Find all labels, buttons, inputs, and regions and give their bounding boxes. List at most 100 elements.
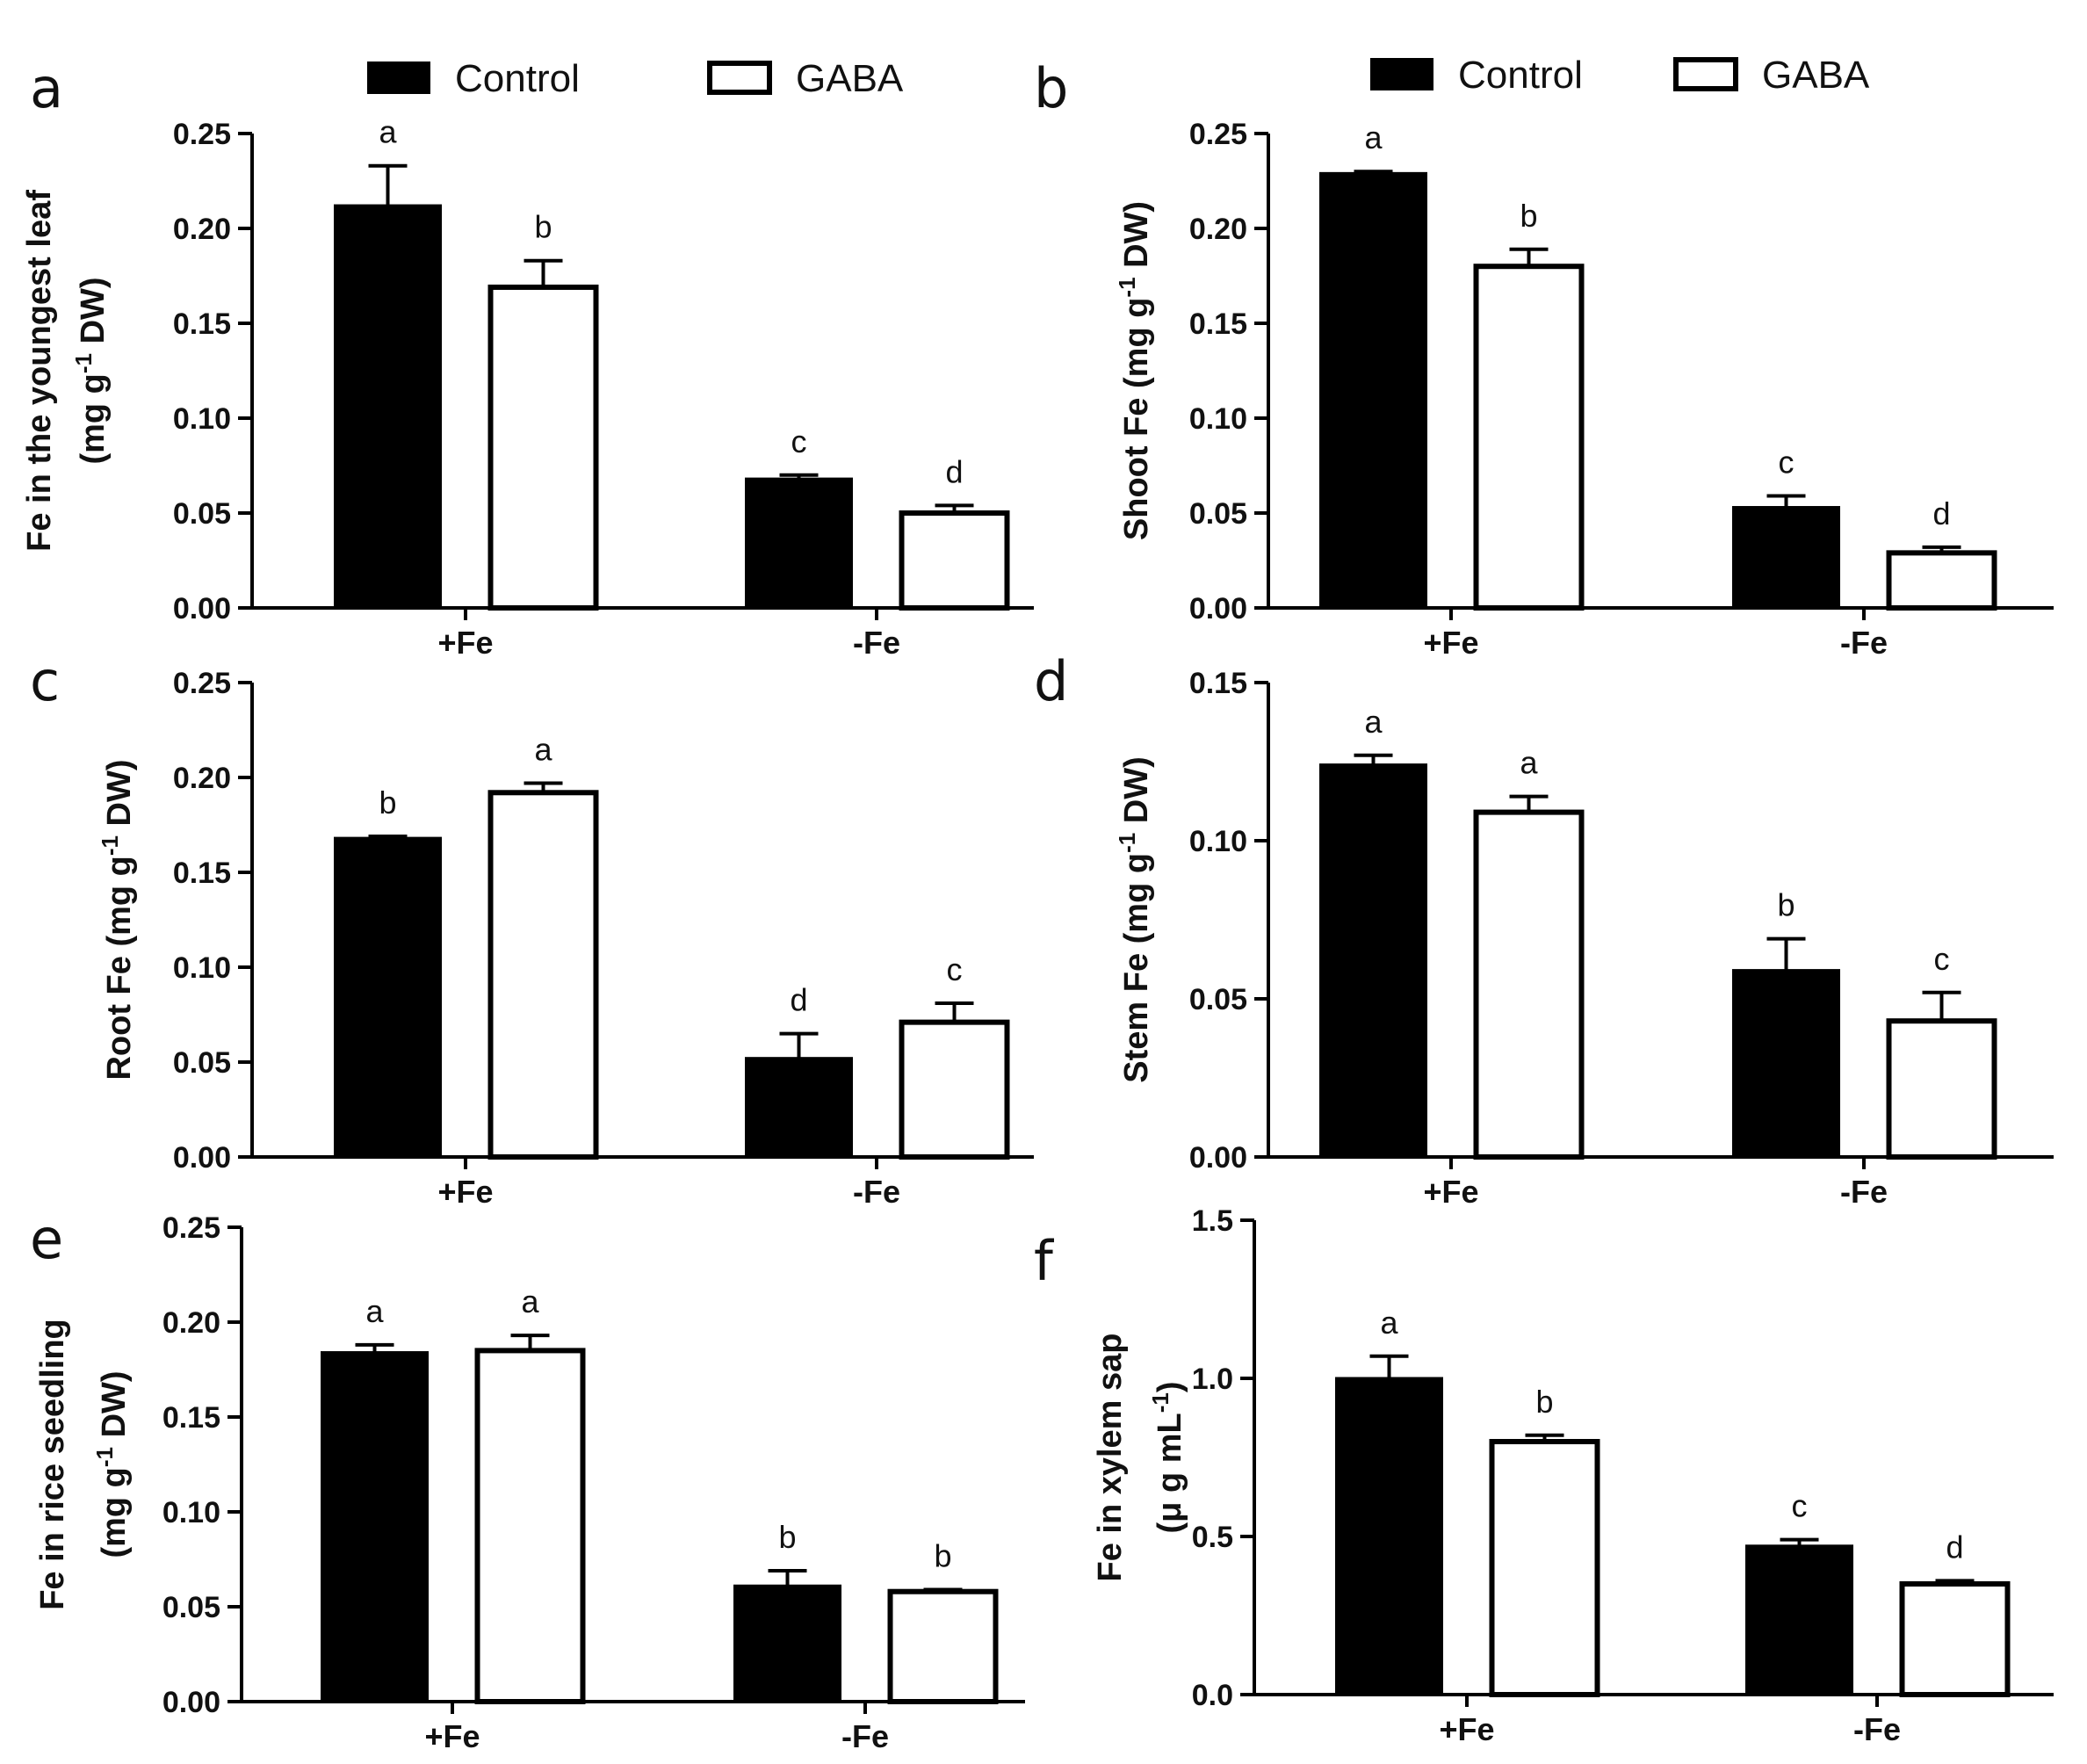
significance-letter: b [1535,1384,1553,1420]
y-tick-label: 0.05 [1189,497,1247,531]
bar-control [1732,506,1840,610]
y-tick-label: 0.05 [1189,983,1247,1016]
x-tick-label: +Fe [1423,1174,1478,1210]
y-tick-label: 0.15 [1189,307,1247,341]
bar-gaba [474,1348,586,1705]
significance-letter: c [947,951,963,987]
panel-label: d [1034,649,1068,713]
significance-letter: c [1792,1488,1808,1524]
significance-letter: a [379,114,397,150]
significance-letter: a [534,731,552,767]
y-tick-label: 0.10 [162,1496,220,1529]
y-tick-label: 0.15 [173,857,231,890]
x-tick-label: -Fe [1840,625,1888,661]
x-tick-label: +Fe [437,1174,493,1210]
significance-letter: a [1380,1305,1398,1341]
panel-label: e [30,1207,63,1271]
bar-gaba [1886,1018,1997,1160]
y-tick-label: 0.20 [173,762,231,795]
significance-letter: d [1932,495,1950,531]
legend-control-label: Control [455,57,580,100]
significance-letter: c [1779,445,1795,481]
y-tick-label: 0.10 [1189,402,1247,436]
panel-label: b [1034,56,1068,120]
bar-gaba [899,510,1010,611]
y-axis-label: Fe in the youngest leaf [21,190,58,552]
y-tick-label: 0.15 [1189,667,1247,700]
bar-control [1319,171,1427,610]
significance-letter: b [1777,887,1795,923]
panel-b: b 0.00 0.05 0.10 0.15 0.20 0.25 Shoot Fe (mg g-… [1034,56,2054,661]
y-tick-label: 0.25 [1189,118,1247,151]
panel-c: c 0.00 0.05 0.10 0.15 0.20 0.25 Root Fe (mg g-1… [30,649,1034,1210]
y-tick-label: 0.0 [1192,1679,1233,1712]
panel-f: f 0.0 0.5 1.0 1.5 Fe in xylem sap (μ g mL-1) +F… [1034,1204,2054,1747]
y-axis-label: (mg g-1 DW) [91,1370,133,1558]
y-tick-label: 0.20 [1189,213,1247,246]
legend-gaba-swatch [1673,57,1738,91]
bar-control [745,1057,853,1159]
panel-label: a [30,56,63,120]
bar-control [1732,969,1840,1159]
legend-control-swatch [367,61,430,94]
legend-control-swatch [1370,58,1433,90]
bar-control [321,1351,429,1703]
significance-letter: b [778,1519,796,1555]
y-tick-label: 0.05 [173,497,231,531]
significance-letter: a [365,1293,384,1329]
x-tick-label: +Fe [437,625,493,661]
y-tick-label: 0.20 [162,1306,220,1340]
y-tick-label: 0.15 [173,307,231,341]
bar-gaba [887,1588,999,1704]
legend-right: Control GABA [1370,54,1870,97]
bar-control [733,1584,841,1703]
bar-control [1745,1544,1853,1696]
y-tick-label: 0.00 [173,1141,231,1175]
y-tick-label: 0.5 [1192,1521,1233,1554]
x-tick-label: +Fe [1439,1711,1494,1747]
y-tick-label: 0.00 [162,1686,220,1719]
y-tick-label: 0.15 [162,1401,220,1435]
bar-gaba [1473,264,1585,611]
panel-label: f [1034,1229,1055,1293]
panel-e: e 0.00 0.05 0.10 0.15 0.20 0.25 Fe in rice seed… [30,1207,1025,1754]
y-tick-label: 0.10 [1189,825,1247,858]
y-tick-label: 1.0 [1192,1363,1233,1396]
x-tick-label: +Fe [424,1718,480,1754]
y-axis-label: (mg g-1 DW) [70,277,112,464]
significance-letter: d [1946,1529,1963,1565]
significance-letter: b [934,1538,951,1574]
x-tick-label: -Fe [853,1174,900,1210]
bar-control [1335,1377,1443,1696]
significance-letter: a [521,1283,539,1319]
panel-a: a 0.00 0.05 0.10 0.15 0.20 0.25 Fe in the young… [21,56,1034,661]
y-tick-label: 0.00 [1189,1141,1247,1175]
y-tick-label: 0.10 [173,402,231,436]
legend-gaba-label: GABA [1762,54,1870,97]
bar-control [334,836,442,1159]
legend-left: Control GABA [367,57,904,100]
y-tick-label: 0.25 [173,118,231,151]
bar-gaba [1473,809,1585,1160]
y-tick-label: 1.5 [1192,1204,1233,1238]
bar-control [745,477,853,610]
bar-gaba [899,1019,1010,1160]
x-tick-label: -Fe [1853,1711,1901,1747]
significance-letter: b [379,784,396,821]
x-tick-label: -Fe [841,1718,889,1754]
panel-d: d 0.00 0.05 0.10 0.15 Stem Fe (mg g-1 DW) +Fe a… [1034,649,2054,1210]
legend-gaba-swatch [707,61,772,95]
bar-gaba [1489,1439,1600,1697]
y-axis-label: Fe in rice seedling [34,1319,71,1610]
significance-letter: c [1934,941,1950,977]
significance-letter: c [791,423,807,459]
y-tick-label: 0.20 [173,213,231,246]
x-tick-label: -Fe [1840,1174,1888,1210]
bar-gaba [487,790,599,1160]
significance-letter: a [1520,745,1538,781]
bar-gaba [1886,550,1997,611]
y-axis-label: Root Fe (mg g-1 DW) [97,759,138,1080]
bar-control [334,204,442,610]
panel-label: c [30,649,60,713]
